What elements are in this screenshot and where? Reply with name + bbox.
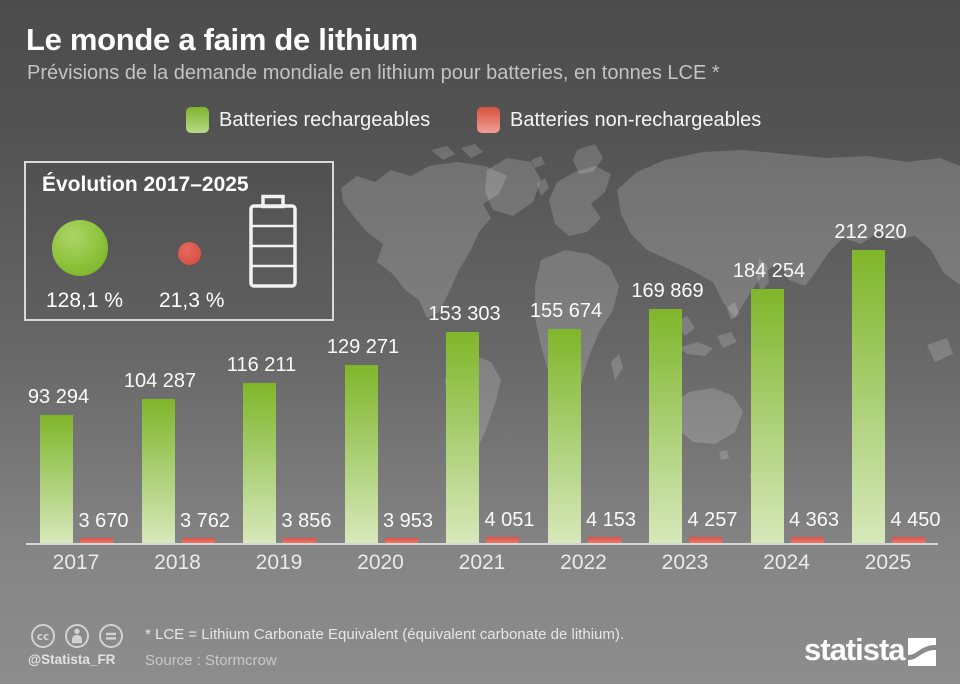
bar-non-rechargeable-2021	[486, 537, 519, 543]
footnote: * LCE = Lithium Carbonate Equivalent (éq…	[145, 626, 625, 643]
value-label-rechargeable-2024: 184 254	[732, 260, 806, 282]
year-label-2023: 2023	[661, 551, 709, 574]
legend-label-rechargeable: Batteries rechargeables	[219, 108, 431, 131]
evolution-title: Évolution 2017–2025	[42, 173, 249, 196]
cc-icon: cc	[31, 624, 55, 648]
pacific-islands	[927, 338, 953, 362]
evolution-box: Évolution 2017–2025 128,1 % 21,3 %	[24, 161, 334, 321]
year-label-2024: 2024	[763, 551, 810, 574]
year-label-2019: 2019	[255, 551, 303, 574]
page-title: Le monde a faim de lithium	[26, 22, 418, 57]
iceland	[531, 156, 545, 168]
madagascar	[611, 354, 623, 380]
legend-swatch-red	[477, 107, 500, 133]
indonesia	[675, 316, 737, 356]
year-label-2017: 2017	[52, 551, 100, 574]
value-label-non-rechargeable-2019: 3 856	[281, 510, 332, 532]
bar-rechargeable-2024	[750, 289, 784, 543]
legend-label-non-rechargeable: Batteries non-rechargeables	[510, 108, 762, 131]
value-label-non-rechargeable-2024: 4 363	[788, 509, 840, 531]
x-axis-baseline	[26, 543, 938, 545]
bar-rechargeable-2021	[446, 332, 479, 543]
bar-non-rechargeable-2018	[181, 538, 215, 543]
source-text: Source : Stormcrow	[145, 652, 277, 669]
north-america	[341, 162, 507, 318]
legend-item-non-rechargeable: Batteries non-rechargeables	[477, 107, 761, 133]
bar-non-rechargeable-2025	[892, 537, 925, 543]
value-label-rechargeable-2019: 116 211	[226, 354, 297, 376]
value-label-rechargeable-2020: 129 271	[326, 336, 400, 358]
scandinavia	[573, 144, 603, 174]
value-label-non-rechargeable-2020: 3 953	[382, 510, 434, 532]
value-label-non-rechargeable-2018: 3 762	[179, 510, 231, 532]
bar-rechargeable-2018	[141, 399, 175, 543]
united-kingdom	[537, 178, 549, 196]
year-label-2018: 2018	[154, 551, 201, 574]
value-label-rechargeable-2017: 93 294	[27, 386, 90, 408]
europe	[549, 166, 611, 236]
twitter-handle: @Statista_FR	[28, 652, 116, 667]
growth-circle-green-icon	[52, 220, 108, 276]
statista-logo: statista	[804, 632, 906, 667]
asia	[617, 150, 960, 318]
value-label-non-rechargeable-2022: 4 153	[585, 509, 637, 531]
bar-rechargeable-2020	[344, 365, 378, 543]
bar-non-rechargeable-2023	[689, 537, 722, 543]
value-label-rechargeable-2022: 155 674	[529, 300, 603, 322]
value-label-rechargeable-2023: 169 869	[631, 280, 704, 302]
value-label-rechargeable-2021: 153 303	[428, 303, 501, 325]
year-label-2020: 2020	[357, 551, 404, 574]
value-label-non-rechargeable-2023: 4 257	[687, 509, 738, 531]
bar-rechargeable-2023	[649, 309, 682, 543]
tasmania	[719, 450, 729, 460]
australia	[671, 388, 743, 444]
legend-item-rechargeable: Batteries rechargeables	[186, 107, 430, 133]
philippines	[727, 302, 739, 320]
value-label-non-rechargeable-2021: 4 051	[484, 509, 535, 531]
legend-swatch-green	[186, 107, 209, 133]
year-label-2021: 2021	[458, 551, 506, 574]
statista-logo-icon	[908, 638, 936, 666]
greenland	[485, 158, 541, 216]
value-label-rechargeable-2025: 212 820	[834, 221, 907, 243]
no-derivatives-icon	[99, 624, 123, 648]
bar-rechargeable-2025	[852, 250, 885, 543]
battery-icon	[249, 194, 297, 288]
growth-circle-red-icon	[178, 242, 201, 265]
value-label-non-rechargeable-2017: 3 670	[78, 510, 129, 532]
bar-rechargeable-2017	[40, 415, 73, 543]
value-label-rechargeable-2018: 104 287	[123, 370, 197, 392]
green-growth-value: 128,1 %	[46, 289, 124, 312]
red-growth-value: 21,3 %	[159, 289, 225, 312]
bar-non-rechargeable-2019	[283, 538, 316, 543]
bar-non-rechargeable-2017	[80, 538, 113, 543]
page-subtitle: Prévisions de la demande mondiale en lit…	[27, 62, 720, 84]
year-label-2025: 2025	[864, 551, 912, 574]
value-label-non-rechargeable-2025: 4 450	[890, 509, 941, 531]
attribution-icon	[65, 624, 89, 648]
bar-non-rechargeable-2020	[384, 538, 418, 543]
svg-text:cc: cc	[37, 631, 49, 643]
arctic-islands	[431, 144, 483, 160]
bar-non-rechargeable-2022	[587, 537, 621, 543]
license-icons: cc	[30, 623, 124, 649]
bar-rechargeable-2019	[243, 383, 276, 543]
bar-rechargeable-2022	[547, 329, 581, 543]
japan	[757, 258, 769, 292]
bar-non-rechargeable-2024	[790, 537, 824, 543]
year-label-2022: 2022	[560, 551, 607, 574]
